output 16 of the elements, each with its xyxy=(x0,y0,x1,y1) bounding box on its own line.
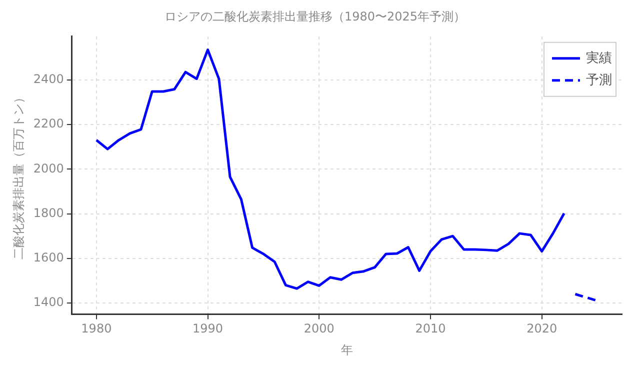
y-tick-label: 2200 xyxy=(33,116,64,131)
y-tick-label: 1400 xyxy=(33,295,64,310)
x-tick-label: 1980 xyxy=(81,322,112,336)
x-tick-label: 1990 xyxy=(192,322,224,336)
x-tick-label: 2000 xyxy=(304,322,334,336)
x-tick-label: 2010 xyxy=(415,322,446,336)
y-tick-label: 1600 xyxy=(33,250,64,265)
x-tick-label: 2020 xyxy=(526,322,558,336)
y-tick-label: 2000 xyxy=(33,161,64,176)
chart-title: ロシアの二酸化炭素排出量推移（1980〜2025年予測） xyxy=(164,9,466,24)
x-axis-title: 年 xyxy=(340,342,353,357)
y-tick-label: 2400 xyxy=(33,72,64,86)
y-tick-label: 1800 xyxy=(33,206,64,220)
legend-label: 実績 xyxy=(586,50,612,66)
y-axis-title: 二酸化炭素排出量（百万トン） xyxy=(11,91,26,260)
legend-label: 予測 xyxy=(586,72,612,88)
